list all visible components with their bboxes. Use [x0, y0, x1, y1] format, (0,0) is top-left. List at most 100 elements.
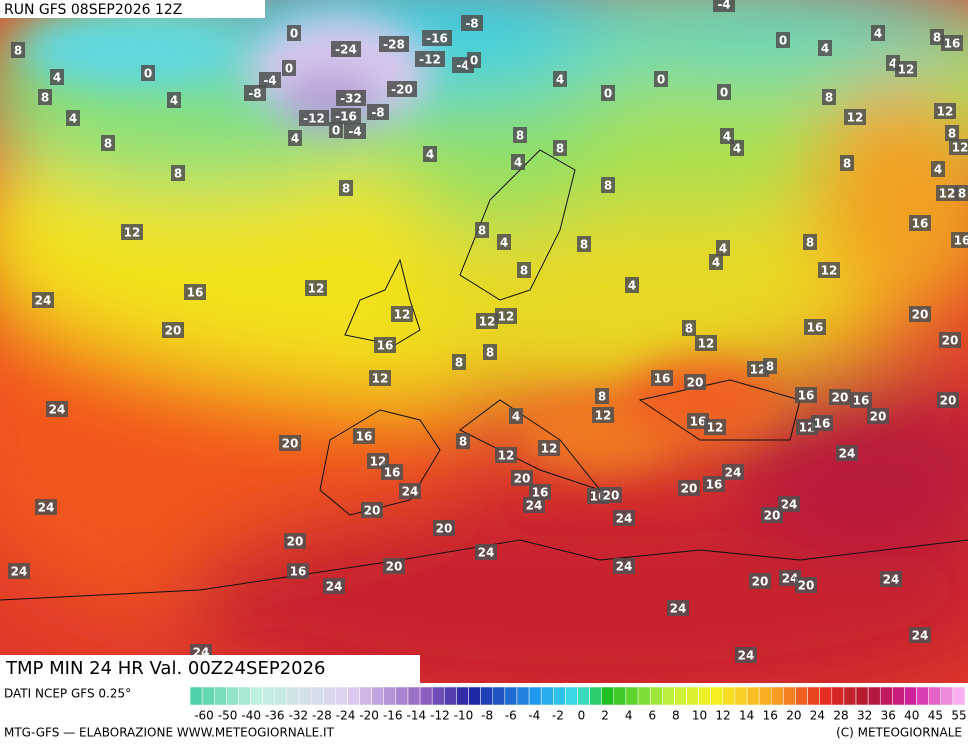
temperature-label: 16 — [944, 37, 961, 51]
label-box — [279, 435, 301, 451]
label-box — [553, 71, 567, 87]
scale-label: -20 — [359, 709, 379, 723]
temperature-label: 20 — [386, 560, 403, 574]
temperature-label: 4 — [719, 242, 727, 256]
label-box — [259, 72, 281, 88]
temperature-label: 4 — [733, 142, 741, 156]
label-box — [483, 344, 497, 360]
temperature-label: 24 — [402, 485, 419, 499]
color-cell — [710, 686, 724, 706]
label-box — [941, 35, 963, 51]
temperature-label: 12 — [394, 308, 411, 322]
label-box — [336, 90, 366, 106]
temperature-label: 20 — [436, 522, 453, 536]
temperature-label: 24 — [11, 565, 28, 579]
temperature-label: 8 — [933, 31, 941, 45]
color-cell — [322, 686, 336, 706]
color-cell — [298, 686, 312, 706]
label-box — [167, 92, 181, 108]
label-box — [513, 127, 527, 143]
color-cell — [468, 686, 481, 706]
temperature-label: -4 — [456, 59, 469, 73]
temperature-label: 12 — [698, 337, 715, 351]
color-cell — [674, 686, 687, 706]
label-box — [895, 61, 917, 77]
temperature-label: 12 — [541, 442, 558, 456]
temperature-label: 20 — [912, 308, 929, 322]
scale-label: 12 — [715, 709, 730, 723]
color-cell — [637, 686, 651, 706]
scale-label: 14 — [739, 709, 754, 723]
color-cell — [238, 686, 251, 706]
label-box — [538, 440, 560, 456]
label-box — [836, 445, 858, 461]
label-box — [288, 130, 302, 146]
color-cell — [831, 686, 845, 706]
label-box — [282, 60, 296, 76]
label-box — [844, 109, 866, 125]
scale-label: 8 — [672, 709, 680, 723]
color-cell — [613, 686, 627, 706]
temperature-label: -16 — [426, 32, 448, 46]
label-box — [387, 81, 417, 97]
color-cell — [201, 686, 215, 706]
temperature-label: 8 — [342, 182, 350, 196]
temperature-label: 4 — [821, 42, 829, 56]
temperature-label: 24 — [35, 294, 52, 308]
color-cell — [734, 686, 748, 706]
color-cell — [662, 686, 675, 706]
label-box — [613, 510, 635, 526]
scale-label: -12 — [430, 709, 450, 723]
color-cell — [904, 686, 917, 706]
label-box — [361, 502, 383, 518]
label-box — [495, 308, 517, 324]
temperature-label: 8 — [806, 236, 814, 250]
color-cell — [553, 686, 566, 706]
temperature-label: 4 — [628, 279, 636, 293]
temperature-label: 8 — [843, 157, 851, 171]
color-cell — [335, 686, 348, 706]
label-box — [11, 42, 25, 58]
temperature-label: 20 — [940, 394, 957, 408]
color-cell — [250, 686, 263, 706]
color-cell — [649, 686, 663, 706]
temperature-label: 8 — [766, 360, 774, 374]
color-cell — [589, 686, 602, 706]
temperature-label: 4 — [426, 148, 434, 162]
color-cell — [480, 686, 493, 706]
temperature-label: 4 — [934, 163, 942, 177]
color-cell — [213, 686, 227, 706]
temperature-label: 8 — [604, 179, 612, 193]
label-box — [871, 25, 885, 41]
color-cell — [395, 686, 409, 706]
scale-label: -6 — [505, 709, 517, 723]
label-box — [415, 51, 445, 67]
label-box — [909, 627, 931, 643]
temperature-label: 16 — [853, 394, 870, 408]
label-box — [50, 69, 64, 85]
temperature-label: 8 — [580, 238, 588, 252]
temperature-label: -12 — [303, 112, 325, 126]
temperature-label: 20 — [942, 334, 959, 348]
label-box — [399, 483, 421, 499]
color-cell — [189, 686, 203, 706]
temperature-label: 8 — [598, 390, 606, 404]
temperature-label: -4 — [717, 0, 730, 12]
label-box — [299, 110, 329, 126]
temperature-label: 4 — [500, 236, 508, 250]
label-box — [162, 322, 184, 338]
label-box — [717, 84, 731, 100]
temperature-label: 8 — [459, 435, 467, 449]
temperature-label: 24 — [616, 512, 633, 526]
label-box — [934, 103, 956, 119]
temperature-label: 4 — [170, 94, 178, 108]
label-box — [716, 240, 730, 256]
temperature-label: 4 — [291, 132, 299, 146]
label-box — [682, 320, 696, 336]
label-box — [955, 185, 968, 201]
temperature-label: 4 — [874, 27, 882, 41]
label-box — [703, 476, 725, 492]
label-box — [495, 447, 517, 463]
temperature-label: 8 — [478, 224, 486, 238]
